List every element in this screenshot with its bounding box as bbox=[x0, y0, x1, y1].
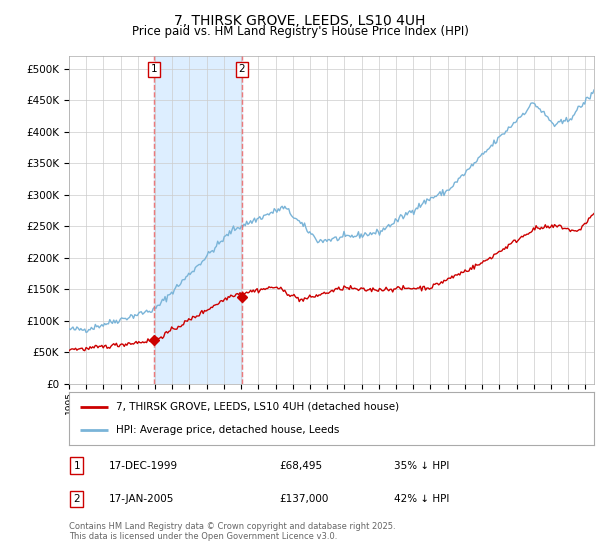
Text: Price paid vs. HM Land Registry's House Price Index (HPI): Price paid vs. HM Land Registry's House … bbox=[131, 25, 469, 38]
Text: 7, THIRSK GROVE, LEEDS, LS10 4UH (detached house): 7, THIRSK GROVE, LEEDS, LS10 4UH (detach… bbox=[116, 402, 400, 412]
Text: 1: 1 bbox=[74, 460, 80, 470]
Text: 1: 1 bbox=[151, 64, 158, 74]
Text: Contains HM Land Registry data © Crown copyright and database right 2025.
This d: Contains HM Land Registry data © Crown c… bbox=[69, 522, 395, 542]
Text: 17-JAN-2005: 17-JAN-2005 bbox=[109, 494, 174, 504]
Text: 2: 2 bbox=[239, 64, 245, 74]
Text: 2: 2 bbox=[74, 494, 80, 504]
Text: HPI: Average price, detached house, Leeds: HPI: Average price, detached house, Leed… bbox=[116, 425, 340, 435]
Bar bbox=[154, 56, 242, 384]
Text: £68,495: £68,495 bbox=[279, 460, 322, 470]
Text: £137,000: £137,000 bbox=[279, 494, 328, 504]
Text: 17-DEC-1999: 17-DEC-1999 bbox=[109, 460, 178, 470]
Text: 35% ↓ HPI: 35% ↓ HPI bbox=[395, 460, 450, 470]
Text: 42% ↓ HPI: 42% ↓ HPI bbox=[395, 494, 450, 504]
Text: 7, THIRSK GROVE, LEEDS, LS10 4UH: 7, THIRSK GROVE, LEEDS, LS10 4UH bbox=[175, 14, 425, 28]
